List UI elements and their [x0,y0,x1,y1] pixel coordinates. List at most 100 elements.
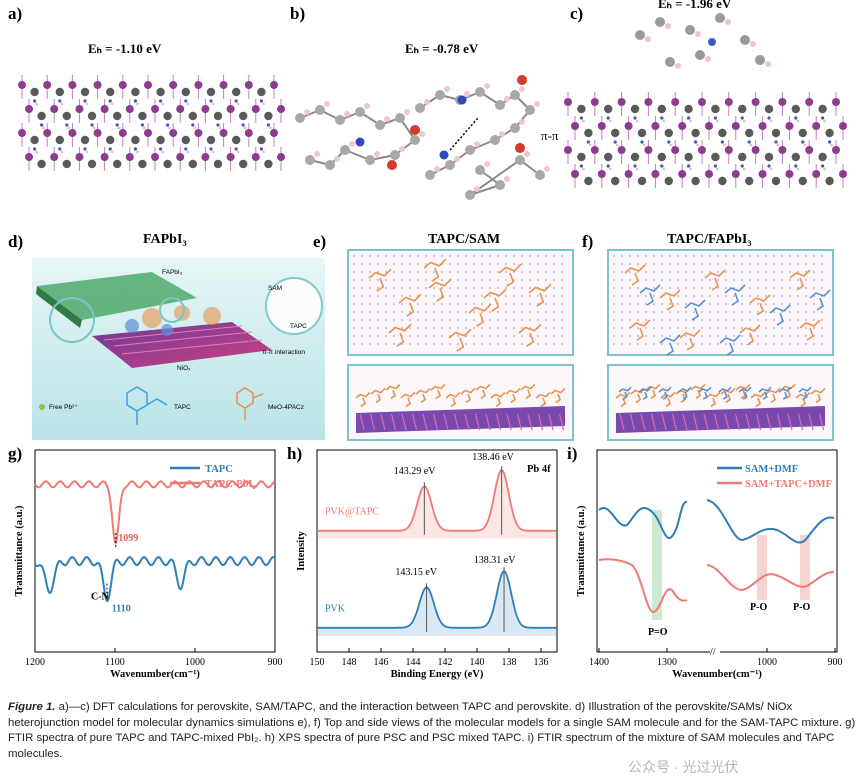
peak-annotation: 143.29 eV [394,466,436,477]
lead-atom [181,87,190,97]
molecule-model [520,383,536,400]
carbon-atom [635,30,645,40]
lead-atom [577,104,586,114]
nitrogen-atom [90,123,94,127]
lattice-dot [480,262,484,266]
lattice-dot [512,262,516,266]
band-annotation: P=O [648,627,668,638]
lattice-dot [676,302,680,306]
lattice-dot [480,334,484,338]
hydrogen-atom [136,150,139,154]
molecule-model [769,304,791,326]
lattice-dot [628,318,632,322]
lattice-dot [668,254,672,258]
lattice-dot [496,254,500,258]
lattice-dot [764,294,768,298]
nitrogen-atom [33,99,37,103]
iodine-atom [731,170,740,178]
lattice-dot [772,342,776,346]
lattice-dot [812,310,816,314]
carbon-atom [395,113,405,123]
hydrogen-atom [776,143,780,147]
lead-atom [611,128,620,138]
substrate-stripe [629,413,636,431]
series-label: PVK [325,604,346,615]
lattice-dot [628,270,632,274]
lattice-dot [376,262,380,266]
substrate-stripe [682,413,688,431]
lattice-dot [536,310,540,314]
hydrogen-atom [474,141,480,147]
lead-atom [80,135,90,145]
molecule-model [468,303,492,327]
lattice-dot [668,326,672,330]
hydrogen-atom [186,150,190,154]
lattice-dot [368,262,372,266]
nitrogen-atom [660,164,664,168]
lattice-dot [756,318,760,322]
lattice-dot [448,326,452,330]
lattice-dot [392,286,396,290]
lattice-dot [708,310,712,314]
annotation: C-N [91,591,110,602]
panel-c-label: c) [570,4,584,23]
lattice-dot [400,310,404,314]
lattice-dot [408,294,412,298]
lattice-dot [416,286,420,290]
lattice-dot [368,302,372,306]
lattice-dot [440,270,444,274]
hydrogen-atom [117,126,121,130]
iodine-atom [251,153,260,161]
nitrogen-atom [159,147,163,151]
lattice-dot [432,318,436,322]
molecule-model [445,391,461,408]
molecule-model [645,383,661,400]
chart-h-title: Pb 4f [527,464,551,475]
lattice-dot [352,278,356,282]
hydrogen-atom [444,86,450,92]
x-tick-label: 1000 [185,657,205,668]
lattice-dot [416,342,420,346]
lattice-dot [660,278,664,282]
nitrogen-atom [259,147,263,151]
hydrogen-atom [110,150,114,154]
lattice-dot [352,302,356,306]
lattice-dot [480,278,484,282]
carbon-atom [490,135,500,145]
lattice-dot [552,278,556,282]
lattice-dot [536,318,540,322]
iodine-atom [832,98,840,106]
molecule-model [659,289,681,311]
lattice-dot [352,326,356,330]
substrate-stripe [808,413,814,431]
iodine-atom [50,105,59,113]
lattice-dot [376,254,380,258]
iodine-atom [751,146,760,154]
lattice-dot [480,294,484,298]
lead-atom [156,87,165,97]
lattice-dot [520,302,524,306]
iodine-atom [785,170,794,178]
lead-atom [138,159,147,169]
lattice-dot [440,278,444,282]
lattice-dot [820,334,824,338]
panel-e-title: TAPC/SAM [428,232,501,247]
lattice-dot [708,318,712,322]
lattice-dot [488,318,492,322]
iodine-atom [705,170,713,178]
lattice-dot [376,294,380,298]
lattice-dot [708,286,712,290]
hydrogen-atom [519,119,525,125]
lattice-dot [644,334,648,338]
lead-atom [657,104,666,114]
hydrogen-atom [168,126,172,130]
lattice-dot [620,326,624,330]
lattice-dot [796,302,800,306]
lead-atom [55,135,64,145]
iodine-atom [597,170,606,178]
iodine-atom [564,98,572,106]
lattice-dot [552,334,556,338]
panel-f-label: f) [582,232,594,251]
lattice-dot [788,286,792,290]
lattice-dot [732,342,736,346]
